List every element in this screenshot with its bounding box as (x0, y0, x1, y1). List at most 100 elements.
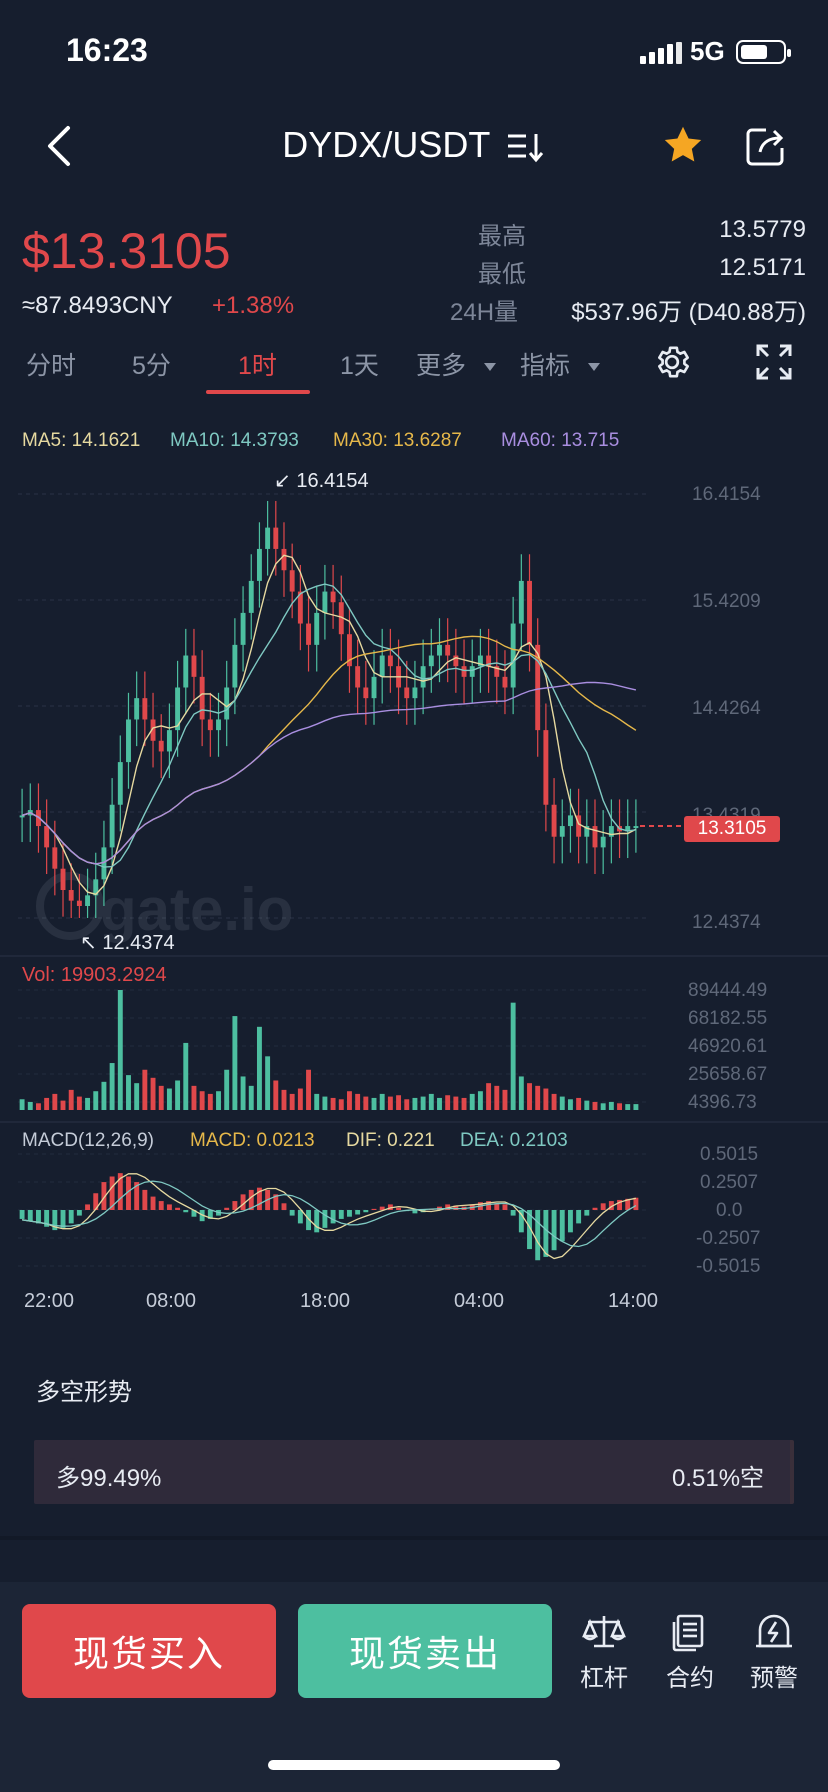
volume-bar (27, 1101, 33, 1110)
macd-bar (256, 1187, 262, 1210)
low-value: 12.5171 (719, 254, 806, 281)
volume-bar (396, 1095, 402, 1110)
high-label: 最高 (478, 223, 526, 250)
candle-body (338, 602, 344, 635)
fullscreen-icon[interactable] (756, 344, 792, 385)
candle-body (469, 666, 475, 677)
max-price-marker: ↙ 16.4154 (274, 470, 369, 492)
macd-bar (44, 1210, 50, 1227)
spot-buy-button[interactable]: 现货买入 (22, 1604, 276, 1698)
macd-bar (224, 1207, 230, 1210)
candle-body (297, 591, 303, 624)
candle-body (265, 527, 271, 549)
candle-body (559, 826, 565, 837)
candle-body (240, 612, 246, 645)
macd-bar (166, 1204, 172, 1210)
candle-body (150, 719, 156, 741)
tab-1day[interactable]: 1天 (340, 352, 379, 380)
pair-title[interactable]: DYDX/USDT (0, 124, 828, 166)
candle-body (584, 826, 590, 837)
favorite-star-icon[interactable] (660, 122, 706, 173)
candle-body (232, 644, 238, 688)
sentiment-title: 多空形势 (36, 1379, 132, 1406)
tab-timeline[interactable]: 分时 (26, 352, 77, 380)
macd-axis-3: 0.0 (716, 1200, 743, 1221)
candle-body (306, 623, 311, 645)
volume-bar (314, 1093, 320, 1110)
chevron-left-icon (48, 126, 70, 166)
macd-bar (600, 1203, 606, 1210)
tab-indicators[interactable]: 指标 (520, 346, 601, 382)
candle-body (101, 847, 107, 880)
x-label-2: 08:00 (146, 1290, 197, 1312)
volume-bar (273, 1080, 279, 1110)
tab-1hour[interactable]: 1时 (238, 352, 277, 380)
share-icon[interactable] (744, 124, 788, 173)
ma10-label: MA10: 14.3793 (170, 430, 299, 451)
candle-body (437, 644, 442, 656)
volume-bar (330, 1097, 336, 1110)
sentiment-ratio-bar (34, 1440, 794, 1504)
alert-icon (756, 1614, 792, 1648)
contract-label: 合约 (666, 1665, 714, 1692)
macd-bar (248, 1189, 254, 1210)
volume-bar (453, 1096, 459, 1110)
dif-value-label: DIF: 0.221 (346, 1130, 435, 1151)
volume-bar (617, 1103, 622, 1110)
volume-bar (36, 1103, 41, 1110)
volume-24h-label: 24H量 (450, 299, 519, 326)
long-ratio-label: 多99.49% (56, 1465, 162, 1492)
price-axis-5: 12.4374 (692, 912, 761, 933)
macd-bar (518, 1210, 524, 1233)
candle-body (248, 580, 254, 613)
volume-bar (502, 1089, 508, 1110)
candle-body (404, 687, 410, 699)
macd-bar (330, 1210, 336, 1224)
macd-bar (625, 1198, 631, 1210)
tab-5min[interactable]: 5分 (132, 352, 171, 380)
contract-button[interactable]: 合约 (650, 1612, 730, 1693)
macd-bar (232, 1201, 238, 1210)
macd-bar (76, 1210, 82, 1216)
back-button[interactable] (44, 124, 74, 173)
macd-bar (494, 1203, 500, 1210)
volume-bar (256, 1026, 262, 1110)
tab-more[interactable]: 更多 (416, 346, 497, 382)
settings-gear-icon[interactable] (652, 342, 692, 387)
dif-line (21, 1173, 637, 1260)
alert-button[interactable]: 预警 (734, 1612, 814, 1693)
macd-bar (109, 1176, 115, 1210)
volume-bar (363, 1096, 369, 1110)
volume-bar (297, 1088, 303, 1110)
volume-bar (44, 1097, 50, 1110)
volume-bar (134, 1083, 140, 1110)
candle-body (166, 730, 172, 752)
ma5-label: MA5: 14.1621 (22, 430, 141, 451)
candle-body (93, 879, 99, 896)
volume-bar (338, 1099, 344, 1110)
candle-body (387, 655, 393, 667)
candle-body (224, 687, 230, 720)
signal-icon (640, 42, 684, 69)
volume-bars (19, 990, 639, 1110)
leverage-button[interactable]: 杠杆 (564, 1612, 644, 1693)
macd-bar (126, 1176, 131, 1210)
volume-bar (404, 1099, 410, 1110)
vol-axis-3: 46920.61 (688, 1036, 768, 1057)
spot-sell-button[interactable]: 现货卖出 (298, 1604, 552, 1698)
macd-bar (175, 1207, 181, 1210)
macd-axis-1: 0.5015 (700, 1144, 759, 1165)
candle-body (183, 655, 189, 688)
volume-bar (150, 1077, 156, 1110)
macd-bar (559, 1210, 565, 1242)
candle-body (175, 687, 181, 731)
macd-bar (306, 1210, 311, 1231)
caret-down-icon (587, 363, 600, 372)
switch-pair-icon (507, 134, 543, 163)
kline-chart[interactable]: gate.io (0, 458, 828, 1308)
volume-bar (224, 1069, 230, 1110)
candle-body (535, 644, 541, 731)
volume-bar (576, 1097, 582, 1110)
volume-bar (355, 1093, 361, 1110)
candles (19, 500, 639, 918)
